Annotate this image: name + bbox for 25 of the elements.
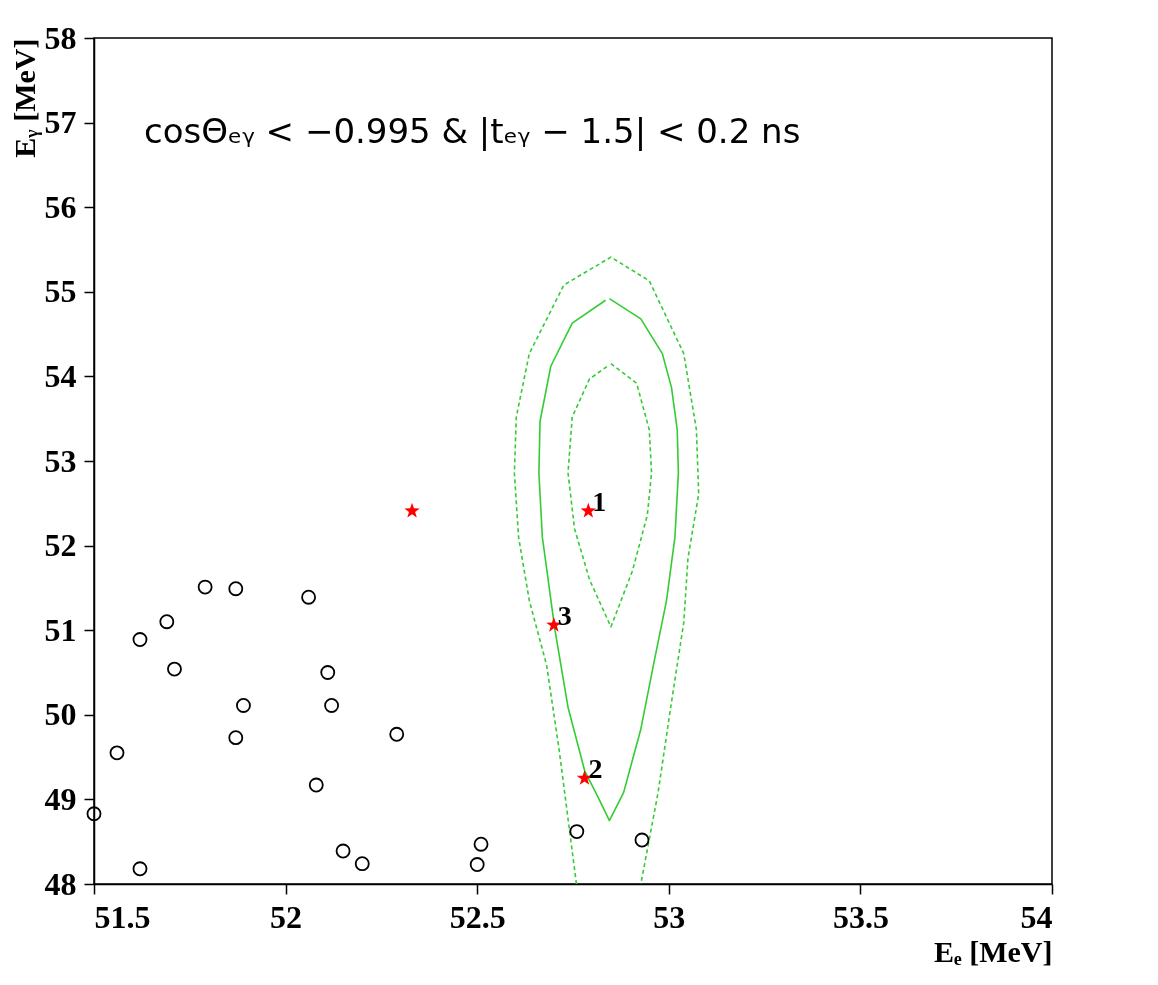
y-tick-label: 48 — [44, 865, 77, 902]
annotation: 1 — [592, 485, 607, 517]
x-tick-label: 53.5 — [832, 898, 889, 935]
x-axis-title: Eₑ [MeV] — [933, 934, 1053, 968]
y-tick-label: 51 — [44, 611, 77, 648]
x-tick-label: 52 — [270, 898, 303, 935]
y-axis-title: Eᵧ [MeV] — [7, 38, 42, 158]
y-tick-label: 57 — [44, 104, 77, 141]
y-tick-label: 58 — [44, 19, 77, 56]
y-tick-label: 53 — [44, 442, 77, 479]
y-tick-label: 49 — [44, 780, 77, 817]
annotation: 3 — [557, 600, 572, 632]
y-tick-label: 50 — [44, 696, 77, 733]
y-tick-label: 52 — [44, 527, 77, 564]
x-tick-label: 53 — [653, 898, 686, 935]
x-tick-label: 54 — [1020, 898, 1053, 935]
y-tick-label: 54 — [44, 357, 77, 394]
line-series — [538, 297, 680, 822]
x-tick-label: 52.5 — [449, 898, 506, 935]
x-tick-label: 51.5 — [94, 898, 151, 935]
annotation: cosΘₑᵧ < −0.995 & |tₑᵧ − 1.5| < 0.2 ns — [144, 111, 801, 151]
y-tick-label: 55 — [44, 273, 77, 310]
line-series — [513, 256, 700, 884]
y-tick-label: 56 — [44, 188, 77, 225]
annotation: 2 — [588, 753, 603, 785]
